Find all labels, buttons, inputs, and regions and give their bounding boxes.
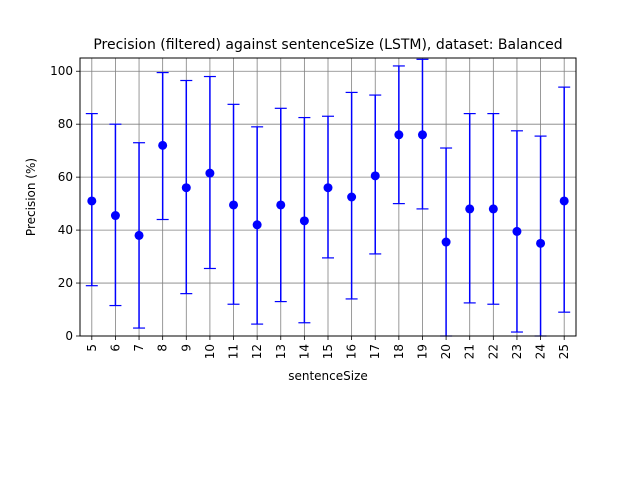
- data-point: [134, 230, 144, 240]
- data-point: [323, 183, 333, 193]
- y-tick-label: 40: [58, 223, 73, 237]
- x-tick-label: 11: [227, 344, 241, 359]
- y-tick-label: 20: [58, 276, 73, 290]
- y-axis-label: Precision (%): [24, 158, 38, 236]
- chart-title: Precision (filtered) against sentenceSiz…: [93, 37, 562, 53]
- x-tick-label: 17: [368, 344, 382, 359]
- x-tick-label: 23: [510, 344, 524, 359]
- data-point: [252, 220, 262, 230]
- data-point: [536, 238, 546, 248]
- x-tick-label: 6: [108, 344, 122, 352]
- x-tick-label: 21: [463, 344, 477, 359]
- x-tick-label: 5: [85, 344, 99, 352]
- x-tick-label: 25: [557, 344, 571, 359]
- data-point: [181, 183, 191, 193]
- y-tick-label: 80: [58, 117, 73, 131]
- data-point: [276, 200, 286, 210]
- data-point: [559, 196, 569, 206]
- data-point: [465, 204, 475, 214]
- x-tick-label: 15: [321, 344, 335, 359]
- data-point: [205, 168, 215, 178]
- data-point: [347, 192, 357, 202]
- y-tick-label: 100: [50, 64, 73, 78]
- x-tick-label: 16: [345, 344, 359, 359]
- y-tick-label: 60: [58, 170, 73, 184]
- x-tick-label: 18: [392, 344, 406, 359]
- data-point: [87, 196, 97, 206]
- data-point: [229, 200, 239, 210]
- y-tick-label: 0: [65, 329, 73, 343]
- x-tick-label: 20: [439, 344, 453, 359]
- x-axis-label: sentenceSize: [288, 369, 368, 383]
- y-axis-ticks: 0 20 40 60 80 100: [50, 64, 80, 343]
- x-tick-label: 14: [297, 344, 311, 359]
- data-point: [441, 237, 451, 247]
- data-points: [87, 130, 569, 248]
- x-tick-label: 19: [415, 344, 429, 359]
- data-point: [110, 211, 120, 221]
- data-point: [417, 130, 427, 140]
- data-point: [488, 204, 498, 214]
- data-point: [394, 130, 404, 140]
- data-point: [158, 140, 168, 150]
- x-tick-label: 8: [156, 344, 170, 352]
- x-tick-label: 12: [250, 344, 264, 359]
- x-tick-label: 7: [132, 344, 146, 352]
- x-tick-label: 24: [534, 344, 548, 359]
- x-tick-label: 10: [203, 344, 217, 359]
- data-point: [370, 171, 380, 181]
- x-tick-label: 13: [274, 344, 288, 359]
- data-point: [299, 216, 309, 226]
- x-tick-label: 22: [486, 344, 500, 359]
- x-tick-label: 9: [179, 344, 193, 352]
- data-point: [512, 226, 522, 236]
- x-axis-ticks: 5 6 7 8 9 10 11 12 13 14 15 16 17 18 19 20 21 22 23 24 25: [85, 336, 571, 359]
